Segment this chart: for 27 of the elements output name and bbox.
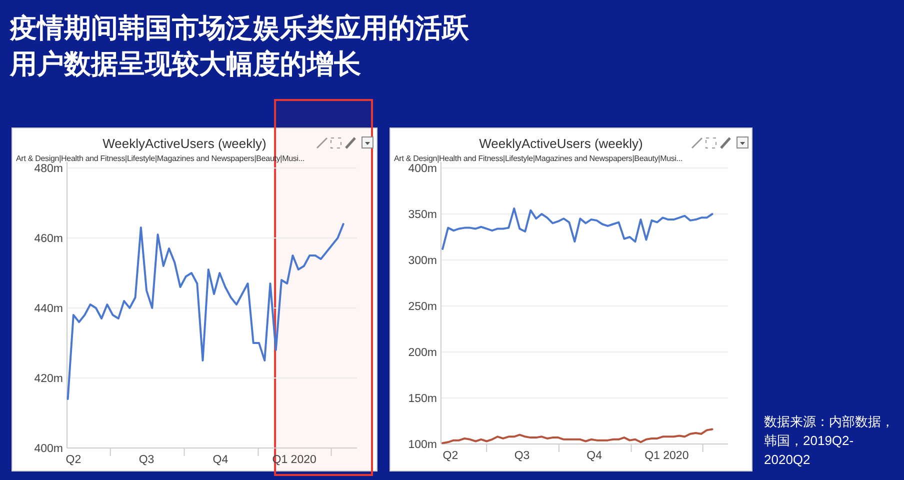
x-tick-label: Q4 — [586, 450, 603, 462]
y-tick-label: 300m — [408, 255, 437, 267]
x-tick-label: Q1 2020 — [644, 450, 689, 462]
line-series — [442, 428, 714, 444]
chart-title: WeeklyActiveUsers (weekly) — [479, 136, 643, 151]
y-tick-label: 200m — [408, 347, 437, 359]
y-tick-label: 350m — [408, 209, 437, 221]
y-tick-label: 420m — [34, 373, 63, 385]
y-tick-label: 460m — [34, 233, 63, 245]
text: 疫情期间韩国市场泛娱乐类应用的活跃用户数据呈现较大幅度的增长 — [10, 12, 470, 81]
y-tick-label: 400m — [408, 163, 437, 175]
y-tick-label: 250m — [408, 301, 437, 313]
y-tick-label: 440m — [34, 303, 63, 315]
chart-title: WeeklyActiveUsers (weekly) — [102, 136, 266, 151]
chart-subtitle: Art & Design|Health and Fitness|Lifestyle|Magazines and Newspapers|Beauty|Musi... — [394, 154, 683, 163]
y-tick-label: 150m — [408, 393, 437, 405]
x-tick-label: Q3 — [138, 454, 154, 466]
source-note: 数据来源：内部数据，韩国，2019Q2-2020Q2 — [764, 413, 895, 469]
line-series — [442, 207, 714, 250]
x-tick-label: Q2 — [66, 454, 82, 466]
x-tick-label: Q4 — [212, 454, 229, 466]
x-tick-label: Q2 — [442, 450, 458, 462]
x-tick-label: Q3 — [514, 450, 530, 462]
y-tick-label: 480m — [34, 163, 63, 175]
y-tick-label: 400m — [34, 443, 63, 455]
y-tick-label: 100m — [408, 439, 437, 451]
line-series — [66, 223, 344, 400]
